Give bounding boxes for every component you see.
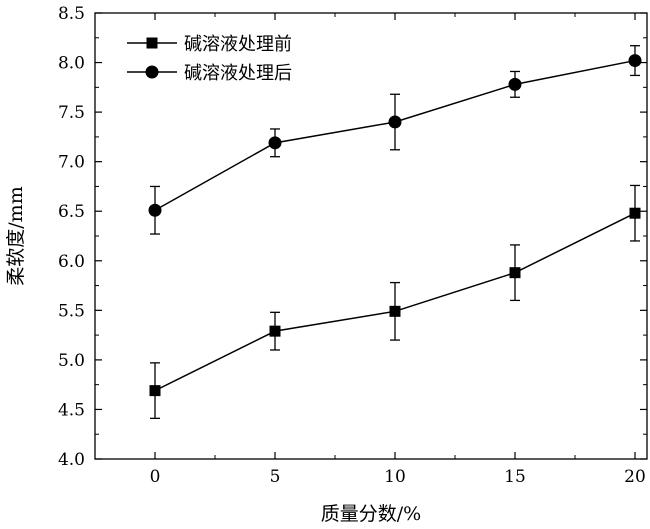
legend-label: 碱溶液处理前 [184,34,292,55]
series-1 [149,184,641,420]
plot-border [94,12,648,460]
y-tick-label: 8.0 [58,54,85,74]
y-tick-label: 4.0 [58,450,85,470]
legend-item-2: 碱溶液处理后 [127,63,292,84]
legend-marker-square [146,37,158,49]
data-point-circle [268,136,282,150]
x-tick-label: 0 [150,467,161,487]
data-point-circle [508,77,522,91]
y-axis-title: 柔软度/mm [5,186,27,285]
data-point-square [629,207,641,219]
legend-label: 碱溶液处理后 [184,63,292,84]
y-tick-label: 6.0 [58,252,85,272]
x-tick-label: 15 [504,467,526,487]
y-axis: 4.0 4.5 5.0 5.5 6.0 6.5 7.0 7.5 8.0 8.5 [58,4,647,470]
x-axis: 0 5 10 15 20 [150,13,646,487]
y-tick-label: 8.5 [58,4,85,24]
y-tick-label: 5.5 [58,301,85,321]
data-point-square [269,325,281,337]
series-2 [148,45,642,235]
y-tick-label: 6.5 [58,202,85,222]
data-point-square [149,385,161,397]
x-tick-label: 10 [384,467,406,487]
x-tick-label: 20 [624,467,646,487]
legend-marker-circle [145,65,159,79]
y-tick-label: 7.5 [58,103,85,123]
series-layer [148,45,642,420]
data-point-circle [148,203,162,217]
data-point-square [389,305,401,317]
x-tick-label: 5 [270,467,281,487]
data-point-square [509,267,521,279]
legend-item-1: 碱溶液处理前 [127,34,292,55]
plot-frame [94,12,648,460]
data-point-circle [628,54,642,68]
x-axis-title: 质量分数/% [321,503,421,525]
y-tick-label: 5.0 [58,351,85,371]
y-tick-label: 7.0 [58,153,85,173]
y-tick-label: 4.5 [58,400,85,420]
data-point-circle [388,115,402,129]
